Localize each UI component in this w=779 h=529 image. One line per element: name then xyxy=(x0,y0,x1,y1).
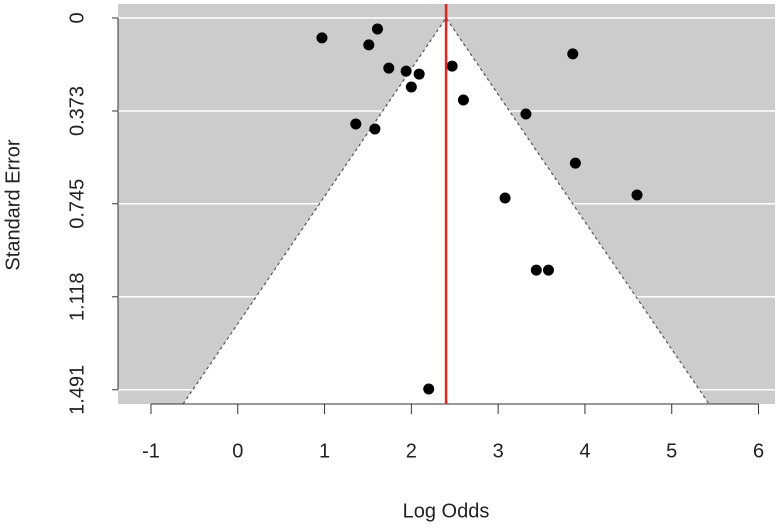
point xyxy=(569,157,581,169)
y-tick-label: 1.118 xyxy=(66,272,88,321)
y-tick-label: 0 xyxy=(66,12,88,23)
point xyxy=(316,32,328,44)
point xyxy=(542,264,554,276)
x-tick-label: 4 xyxy=(579,440,590,462)
point xyxy=(446,60,458,72)
x-tick-label: 2 xyxy=(406,440,417,462)
point xyxy=(520,108,532,120)
point xyxy=(405,81,417,93)
x-tick-label: 6 xyxy=(753,440,764,462)
x-tick-label: -1 xyxy=(142,440,160,462)
point xyxy=(567,48,579,60)
point xyxy=(530,264,542,276)
y-tick-label: 0.373 xyxy=(66,86,88,136)
y-axis-label: Standard Error xyxy=(2,139,24,271)
x-tick-label: 3 xyxy=(493,440,504,462)
y-tick-label: 0.745 xyxy=(66,179,88,229)
x-tick-label: 1 xyxy=(319,440,330,462)
point xyxy=(400,65,412,77)
x-tick-label: 0 xyxy=(232,440,243,462)
x-tick-label: 5 xyxy=(666,440,677,462)
point xyxy=(413,68,425,80)
point xyxy=(363,39,375,51)
y-tick-label: 1.491 xyxy=(66,365,88,415)
point xyxy=(369,123,381,135)
point xyxy=(372,23,384,35)
point xyxy=(631,189,643,201)
point xyxy=(457,94,469,106)
point xyxy=(423,383,435,395)
x-axis-label: Log Odds xyxy=(403,500,490,522)
point xyxy=(350,118,362,130)
point xyxy=(499,192,511,204)
point xyxy=(383,62,395,74)
